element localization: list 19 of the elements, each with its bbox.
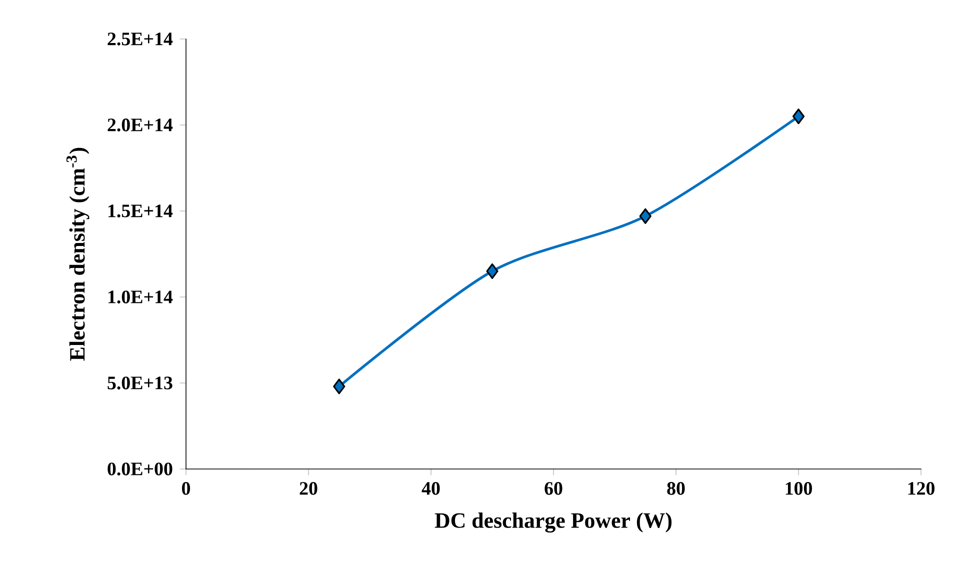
point — [333, 378, 346, 394]
x-tick-label: 40 — [422, 482, 440, 495]
x-tick-label: 60 — [544, 482, 562, 495]
y-tick-label: 2.0E+14 — [108, 118, 173, 132]
x-axis-title: DC descharge Power (W) — [434, 512, 672, 533]
point — [639, 208, 652, 224]
point — [792, 108, 805, 124]
y-axis-title: Electron density (cm$^{-3}$) — [66, 148, 90, 361]
y-tick-label: 5.0E+13 — [108, 376, 172, 390]
x-tick-label: 100 — [786, 482, 812, 495]
y-tick-label: 0.0E+00 — [108, 462, 172, 476]
y-tick-label: 1.5E+14 — [108, 204, 173, 218]
y-tick-label: 2.5E+14 — [108, 32, 173, 46]
x-tick-label: 120 — [908, 482, 934, 495]
y-tick-label: 1.0E+14 — [108, 290, 173, 304]
x-tick-label: 20 — [300, 482, 318, 495]
x-tick-label: 0 — [182, 482, 190, 495]
point — [486, 263, 498, 279]
x-tick-label: 80 — [667, 482, 685, 495]
